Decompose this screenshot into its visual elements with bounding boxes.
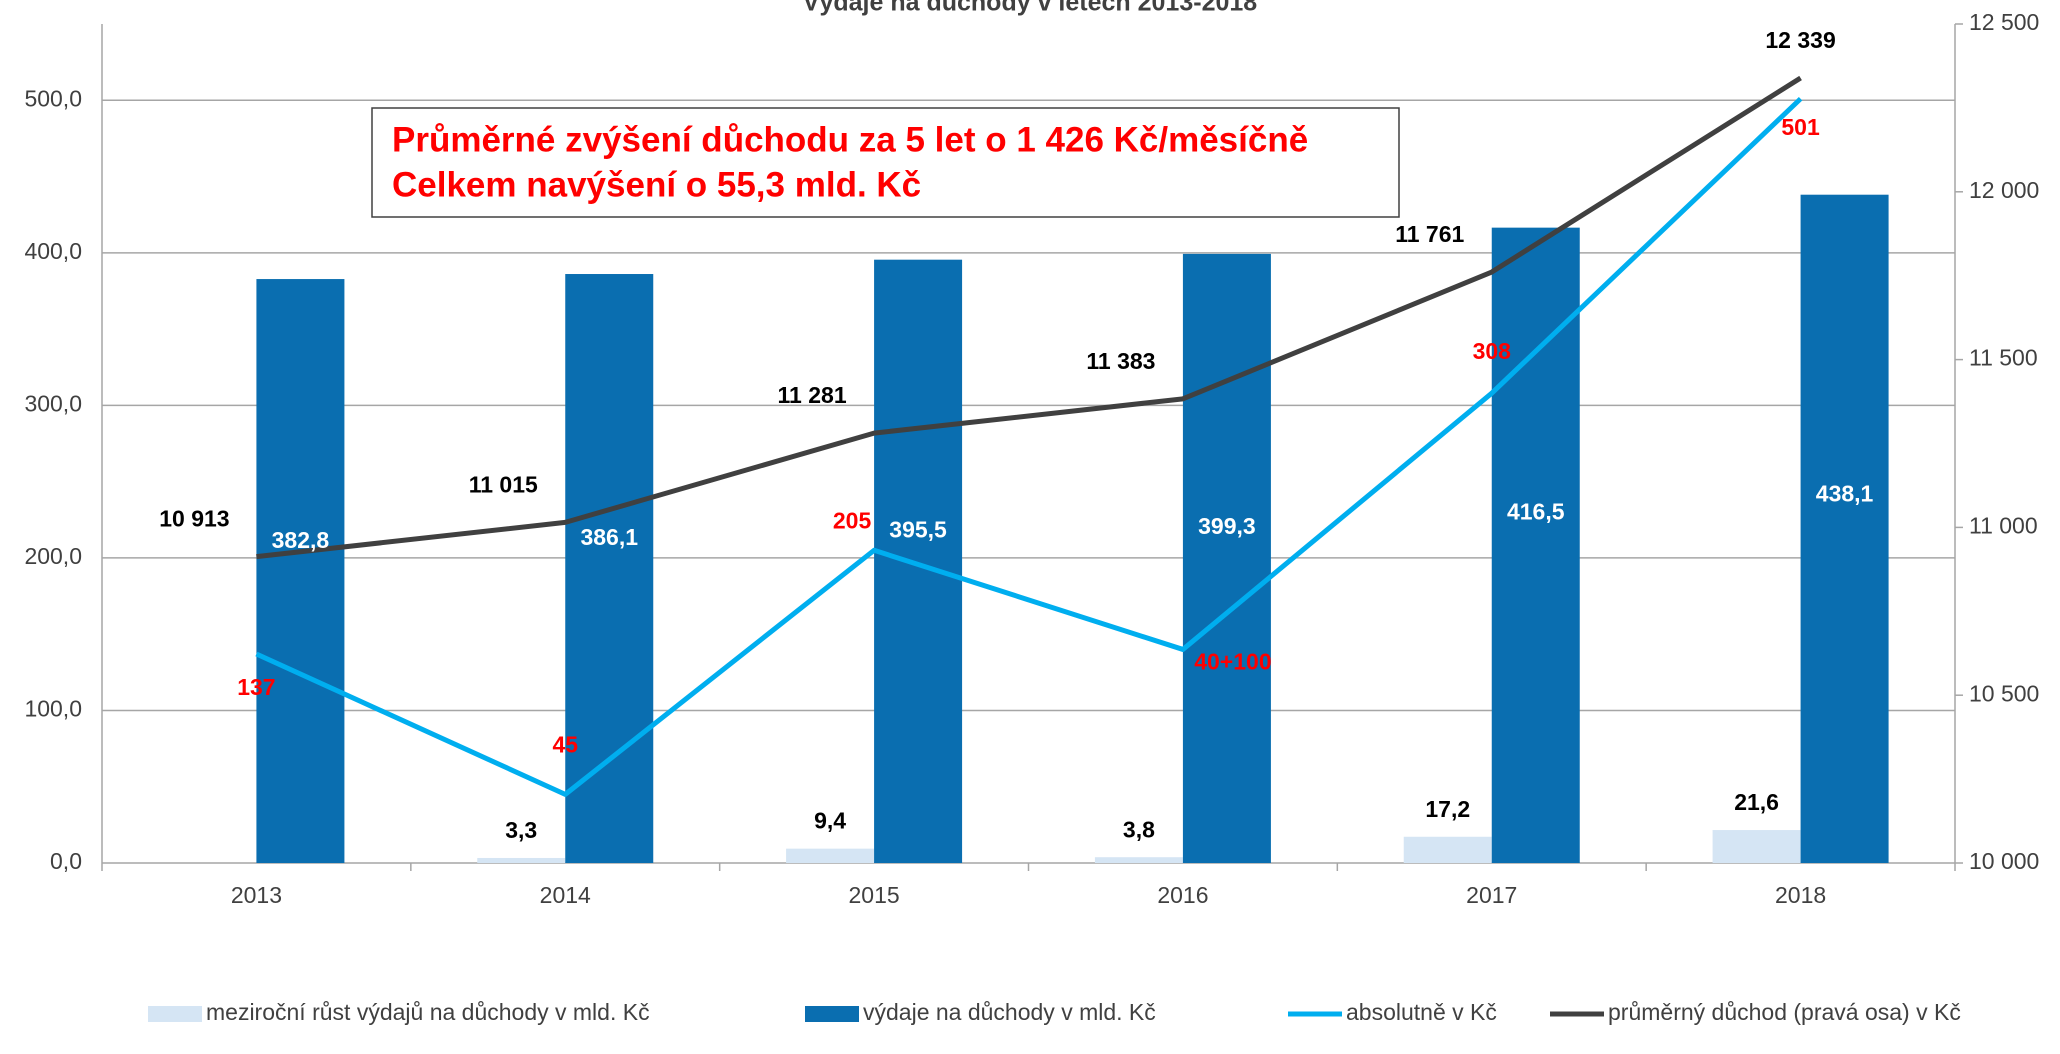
annotation: Celkem navýšení o 55,3 mld. Kč <box>392 165 921 204</box>
bar-label: 3,8 <box>1123 816 1155 842</box>
line-label: 12 339 <box>1765 27 1835 53</box>
bar <box>1182 253 1271 864</box>
legend-swatch <box>148 1006 202 1022</box>
bar <box>1491 227 1580 863</box>
x-tick-label: 2018 <box>1775 882 1826 908</box>
bar <box>1712 830 1801 863</box>
bar <box>1094 857 1183 863</box>
line-label: 11 383 <box>1086 348 1155 374</box>
line-label: 308 <box>1473 338 1512 364</box>
bar-label: 399,3 <box>1198 513 1256 539</box>
bar-label: 386,1 <box>580 524 638 550</box>
bar <box>1800 194 1889 863</box>
y2-tick-label: 11 000 <box>1969 512 2038 538</box>
y-tick-label: 0,0 <box>50 848 82 874</box>
bar-label: 21,6 <box>1734 789 1779 815</box>
legend-swatch <box>805 1006 859 1022</box>
line-label: 137 <box>237 674 275 700</box>
y-tick-label: 500,0 <box>24 85 82 111</box>
bar <box>477 857 566 863</box>
y-tick-label: 300,0 <box>24 390 82 416</box>
y2-tick-label: 12 000 <box>1969 177 2039 203</box>
y2-tick-label: 10 000 <box>1969 848 2039 874</box>
legend-label: absolutně v Kč <box>1346 999 1497 1025</box>
y-tick-label: 400,0 <box>24 238 82 264</box>
annotation: Průměrné zvýšení důchodu za 5 let o 1 42… <box>392 120 1308 159</box>
bar-label: 438,1 <box>1816 481 1874 507</box>
annotation-box <box>371 107 1400 218</box>
x-tick-label: 2013 <box>231 882 282 908</box>
legend-label: výdaje na důchody v mld. Kč <box>863 999 1156 1025</box>
bar-label: 382,8 <box>272 527 330 553</box>
y-tick-label: 200,0 <box>24 543 82 569</box>
y2-tick-label: 10 500 <box>1969 680 2039 706</box>
bar-label: 9,4 <box>814 808 846 834</box>
x-tick-label: 2015 <box>848 882 899 908</box>
bar <box>1403 836 1492 863</box>
bar <box>874 259 963 863</box>
bar-label: 17,2 <box>1425 796 1470 822</box>
chart-title: Výdaje na důchody v letech 2013-2018 <box>803 0 1257 17</box>
bar-label: 416,5 <box>1507 499 1565 525</box>
line-label: 11 761 <box>1395 221 1464 247</box>
line-label: 11 281 <box>778 382 847 408</box>
line-series <box>255 96 1803 797</box>
x-tick-label: 2016 <box>1157 882 1208 908</box>
bar <box>565 274 654 864</box>
legend-label: meziroční růst výdajů na důchody v mld. … <box>206 999 650 1025</box>
bar <box>786 848 875 863</box>
line-label: 11 015 <box>469 471 538 497</box>
y2-tick-label: 11 500 <box>1969 345 2038 371</box>
line-series <box>256 75 1802 560</box>
line-label: 10 913 <box>159 506 229 532</box>
bar-label: 395,5 <box>889 516 947 542</box>
x-tick-label: 2014 <box>540 882 591 908</box>
y2-tick-label: 12 500 <box>1969 9 2039 35</box>
line-label: 45 <box>552 731 578 757</box>
bar <box>256 279 345 863</box>
line-label: 501 <box>1781 114 1820 140</box>
y-tick-label: 100,0 <box>24 696 82 722</box>
line-label: 205 <box>833 507 872 533</box>
x-tick-label: 2017 <box>1466 882 1517 908</box>
bar-label: 3,3 <box>505 817 537 843</box>
legend-label: průměrný důchod (pravá osa) v Kč <box>1608 999 1961 1025</box>
line-label: 40+100 <box>1194 649 1271 675</box>
